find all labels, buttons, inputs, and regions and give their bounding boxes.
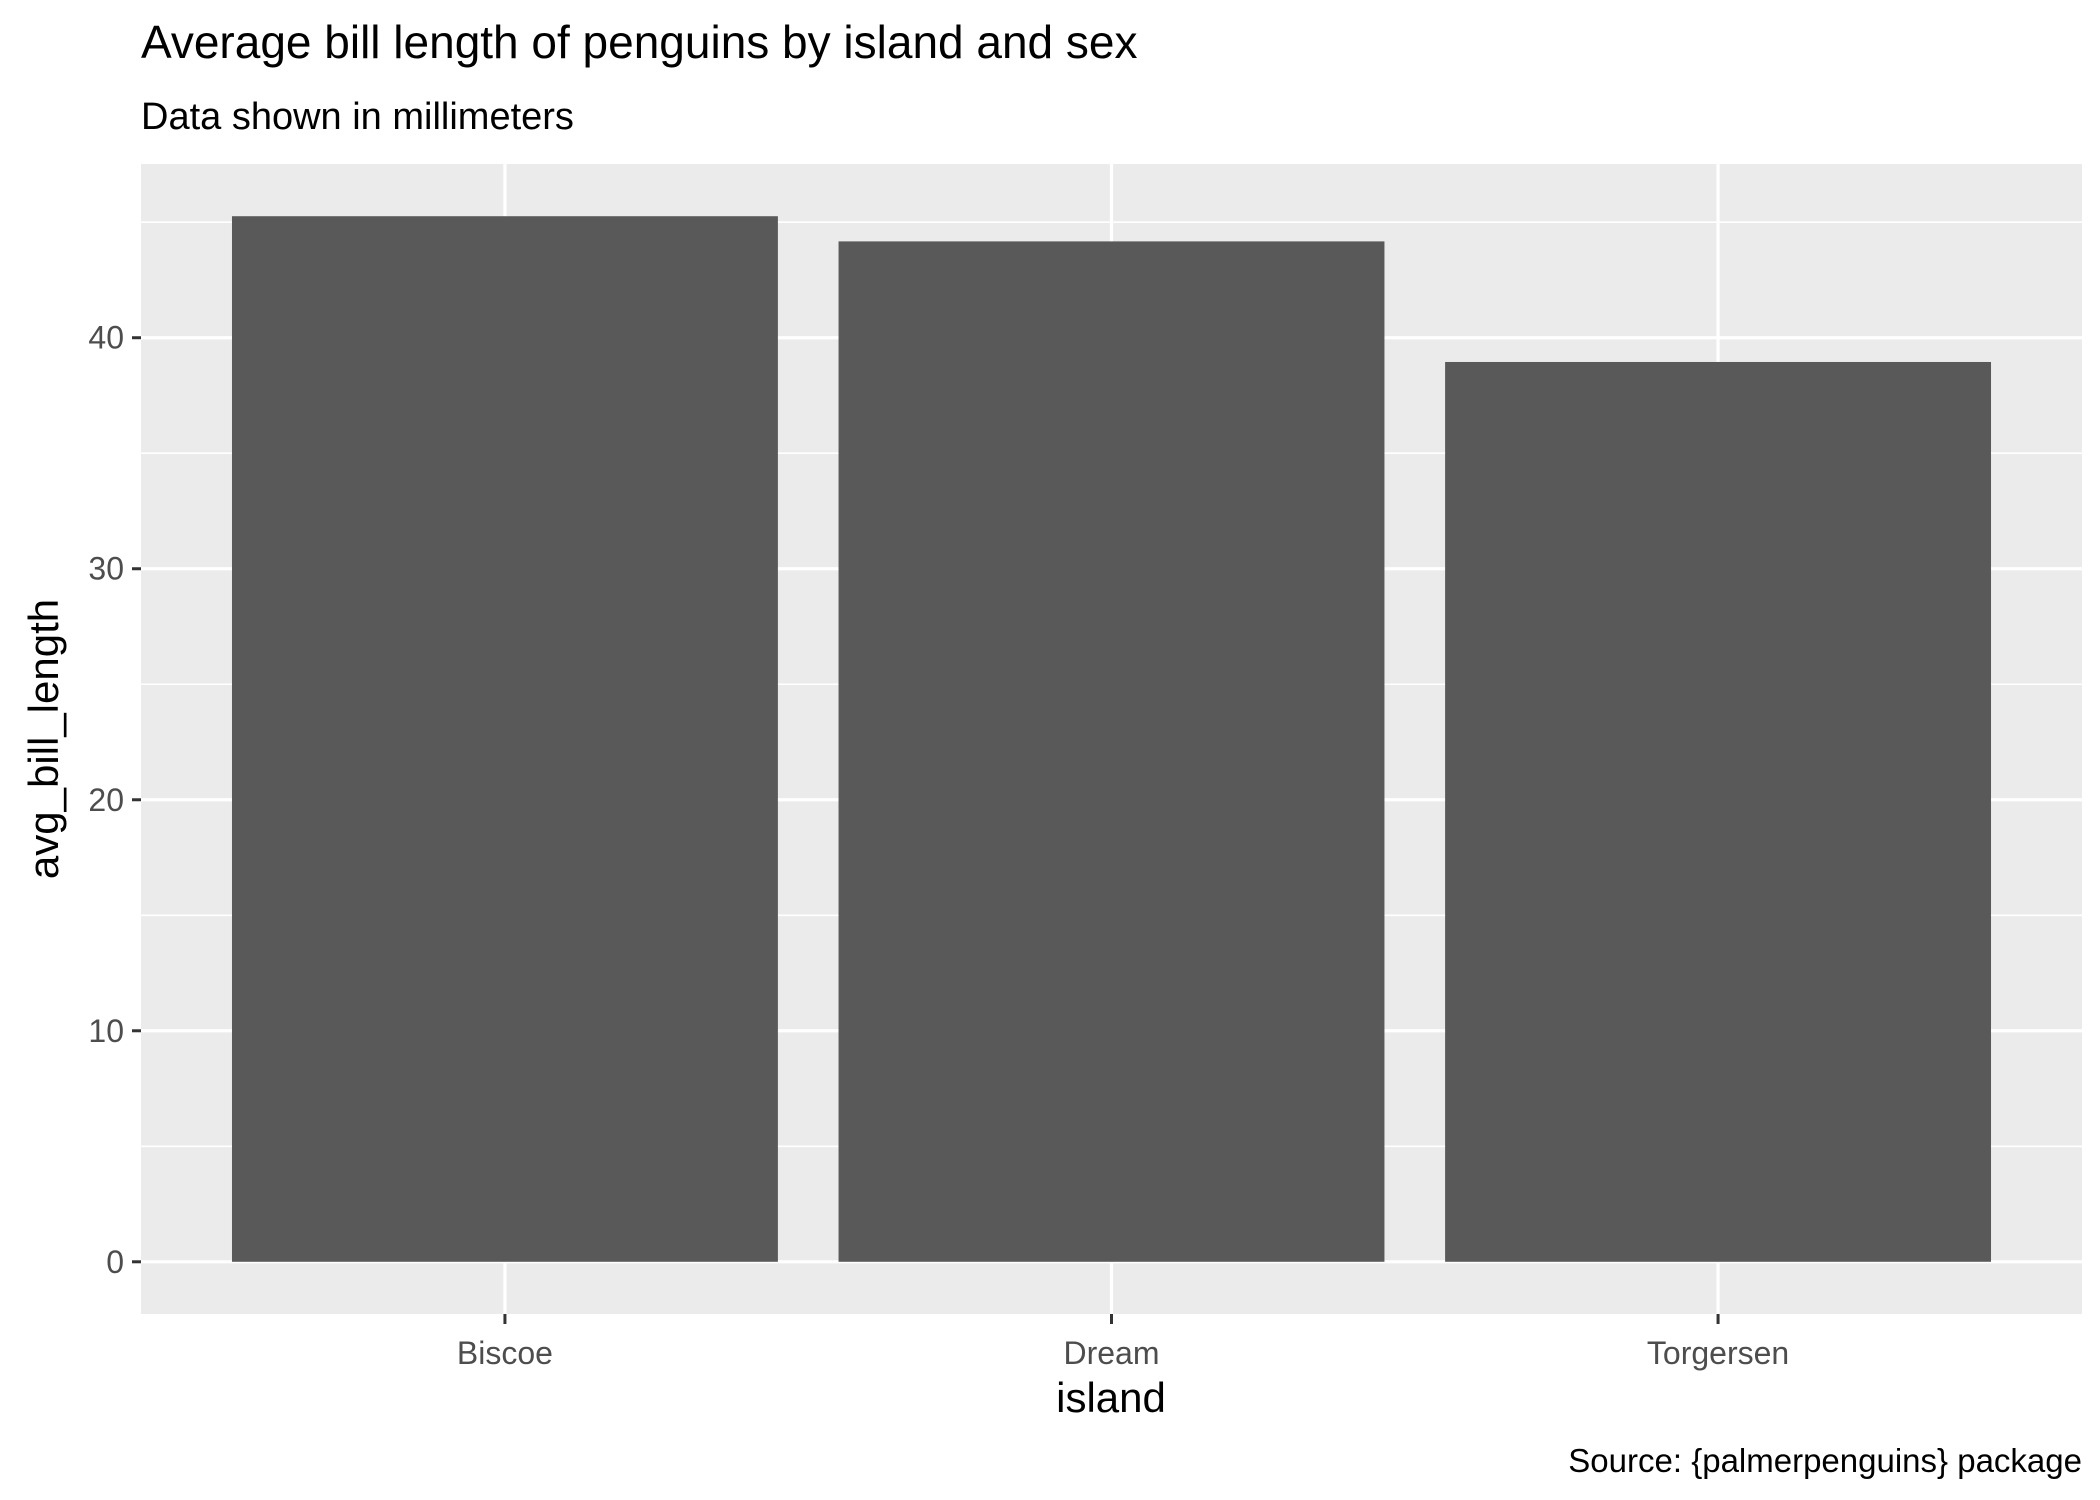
y-tick-label: 0 [106,1244,124,1280]
chart-title: Average bill length of penguins by islan… [141,16,1138,68]
bar-biscoe [231,216,778,1262]
x-axis: Biscoe Dream Torgersen [457,1314,1789,1371]
x-axis-label: island [1056,1374,1166,1421]
y-tick-label: 20 [88,782,124,818]
bar-torgersen [1445,361,1992,1262]
chart-subtitle: Data shown in millimeters [141,96,574,138]
chart-caption: Source: {palmerpenguins} package [1568,1442,2082,1479]
x-tick-label: Biscoe [457,1335,553,1371]
y-axis: 0 10 20 30 40 [88,320,141,1280]
x-tick-label: Dream [1063,1335,1159,1371]
y-tick-label: 40 [88,320,124,356]
x-tick-label: Torgersen [1647,1335,1789,1371]
bars [231,216,1992,1262]
y-tick-label: 30 [88,551,124,587]
y-axis-label: avg_bill_length [20,599,67,879]
y-tick-label: 10 [88,1013,124,1049]
bar-dream [838,241,1385,1262]
